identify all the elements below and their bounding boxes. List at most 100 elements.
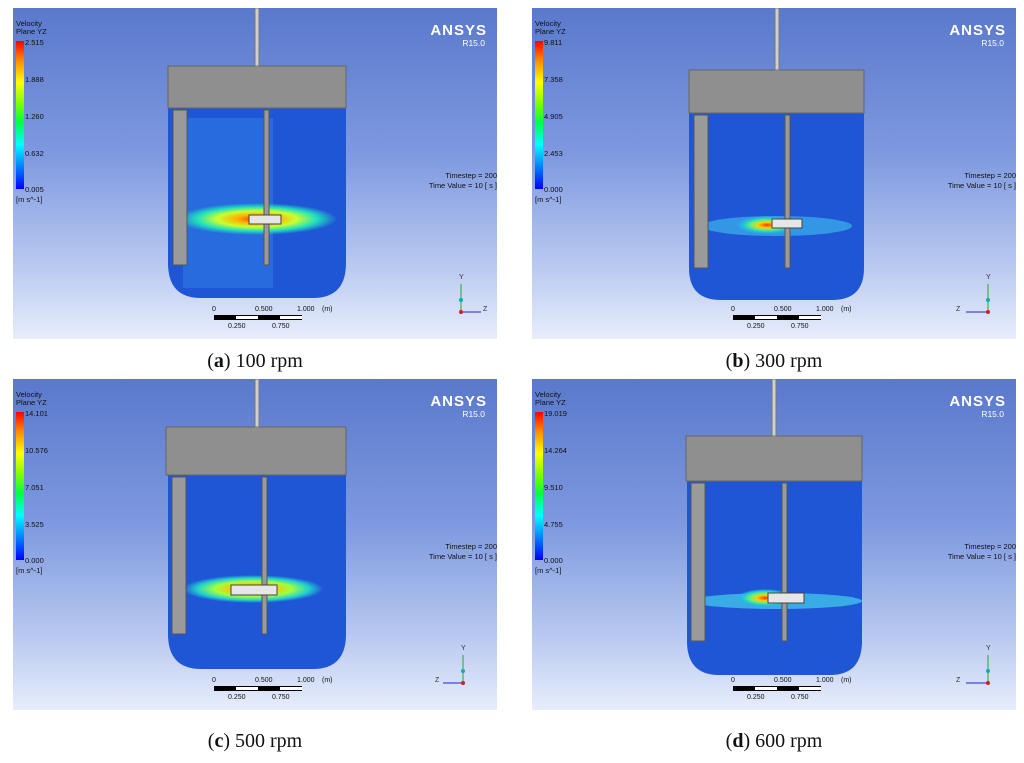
axis-y-label: Y <box>461 645 466 652</box>
panel-b: Velocity Plane YZ 9.811 7.358 4.905 2.45… <box>532 8 1016 339</box>
shaft-top <box>254 8 260 67</box>
panel-c: Velocity Plane YZ 14.101 10.576 7.051 3.… <box>13 379 497 710</box>
legend-tick: 0.632 <box>25 149 44 158</box>
scale-label: 0 <box>212 677 216 684</box>
legend-tick: 9.811 <box>544 38 563 47</box>
legend-tick: 4.905 <box>544 112 563 121</box>
scale-label: 0.750 <box>272 323 290 330</box>
caption-letter: c <box>214 730 224 752</box>
legend-tick: 0.000 <box>544 556 563 565</box>
impeller <box>230 584 278 596</box>
caption-c: (c) 500 rpm <box>207 730 303 752</box>
legend-unit: [m s^-1] <box>16 195 43 204</box>
tank-lid <box>165 426 347 476</box>
caption-text: 300 rpm <box>750 350 823 372</box>
legend-tick: 9.510 <box>544 483 563 492</box>
timestep-label: Timestep = 200 Time Value = 10 [ s ] <box>947 542 1016 561</box>
legend-unit: [m s^-1] <box>16 566 43 575</box>
timestep-label: Timestep = 200 Time Value = 10 [ s ] <box>428 171 497 190</box>
shaft <box>781 482 788 642</box>
shaft <box>263 109 270 266</box>
ansys-logo: ANSYS <box>949 393 1006 410</box>
impeller <box>771 218 803 229</box>
scale-label: 0.500 <box>774 677 792 684</box>
axis-z-label: Z <box>435 677 440 684</box>
shaft <box>784 114 791 269</box>
color-bar <box>535 41 543 189</box>
legend-tick: 2.453 <box>544 149 563 158</box>
legend-tick: 1.260 <box>25 112 44 121</box>
shaft-top <box>774 8 780 71</box>
caption-text: 100 rpm <box>230 350 303 372</box>
fluid-region <box>689 113 864 300</box>
scale-label: 0.500 <box>255 306 273 313</box>
scale-label: (m) <box>841 306 852 313</box>
scale-label: 0.250 <box>228 694 246 701</box>
scale-label: (m) <box>322 306 333 313</box>
legend-title: Velocity Plane YZ <box>16 390 47 407</box>
tank-contour <box>685 379 863 675</box>
legend-unit: [m s^-1] <box>535 566 562 575</box>
tank-contour <box>165 379 347 669</box>
legend-tick: 0.005 <box>25 185 44 194</box>
axis-y-label: Y <box>459 274 464 281</box>
scale-label: 0.750 <box>791 694 809 701</box>
scale-bar: 0 0.500 1.000 (m) 0.250 0.750 <box>203 306 383 336</box>
legend-tick: 7.358 <box>544 75 563 84</box>
scale-label: 0.500 <box>774 306 792 313</box>
scale-label: 0.500 <box>255 677 273 684</box>
baffle <box>693 114 709 269</box>
caption-letter: b <box>732 350 744 372</box>
scale-label: 0 <box>731 677 735 684</box>
version-label: R15.0 <box>981 409 1004 419</box>
shaft-top <box>771 379 777 437</box>
shaft-top <box>254 379 260 428</box>
scale-label: 0.750 <box>272 694 290 701</box>
legend-tick: 2.515 <box>25 38 44 47</box>
legend-tick: 10.576 <box>25 446 48 455</box>
scale-label: 1.000 <box>297 306 315 313</box>
baffle <box>172 109 188 266</box>
tank-lid <box>167 65 347 109</box>
caption-letter: a <box>213 350 224 372</box>
axis-z-label: Z <box>956 677 961 684</box>
scale-bar: 0 0.500 1.000 (m) 0.250 0.750 <box>203 677 383 707</box>
ansys-logo: ANSYS <box>949 22 1006 39</box>
impeller <box>248 214 282 225</box>
color-bar <box>535 412 543 560</box>
axis-triad: Y Z <box>433 641 493 691</box>
fluid-region <box>687 481 862 675</box>
scale-label: 1.000 <box>816 677 834 684</box>
scale-label: 0.250 <box>228 323 246 330</box>
axis-z-label: Z <box>956 306 961 313</box>
scale-label: 0 <box>731 306 735 313</box>
timestep-label: Timestep = 200 Time Value = 10 [ s ] <box>947 171 1016 190</box>
scale-bar: 0 0.500 1.000 (m) 0.250 0.750 <box>722 677 902 707</box>
axis-triad: Y Z <box>952 641 1012 691</box>
legend-tick: 14.264 <box>544 446 567 455</box>
legend-tick: 3.525 <box>25 520 44 529</box>
axis-z-label: Z <box>483 306 488 313</box>
scale-label: (m) <box>322 677 333 684</box>
legend-unit: [m s^-1] <box>535 195 562 204</box>
panel-d: Velocity Plane YZ 19.019 14.264 9.510 4.… <box>532 379 1016 710</box>
caption-text: 500 rpm <box>230 730 303 752</box>
caption-d: (d) 600 rpm <box>725 730 823 752</box>
version-label: R15.0 <box>981 38 1004 48</box>
legend-title: Velocity Plane YZ <box>535 19 566 36</box>
axis-triad: Y Z <box>952 270 1012 320</box>
scale-label: 0.250 <box>747 323 765 330</box>
caption-text: 600 rpm <box>750 730 823 752</box>
legend-tick: 7.051 <box>25 483 44 492</box>
legend-tick: 14.101 <box>25 409 48 418</box>
tank-contour <box>167 8 347 298</box>
axis-triad: Y Z <box>433 270 493 320</box>
timestep-label: Timestep = 200 Time Value = 10 [ s ] <box>428 542 497 561</box>
scale-label: 1.000 <box>297 677 315 684</box>
version-label: R15.0 <box>462 38 485 48</box>
impeller <box>767 592 805 604</box>
tank-lid <box>685 435 863 482</box>
legend-tick: 1.888 <box>25 75 44 84</box>
scale-label: 0.750 <box>791 323 809 330</box>
scale-label: (m) <box>841 677 852 684</box>
